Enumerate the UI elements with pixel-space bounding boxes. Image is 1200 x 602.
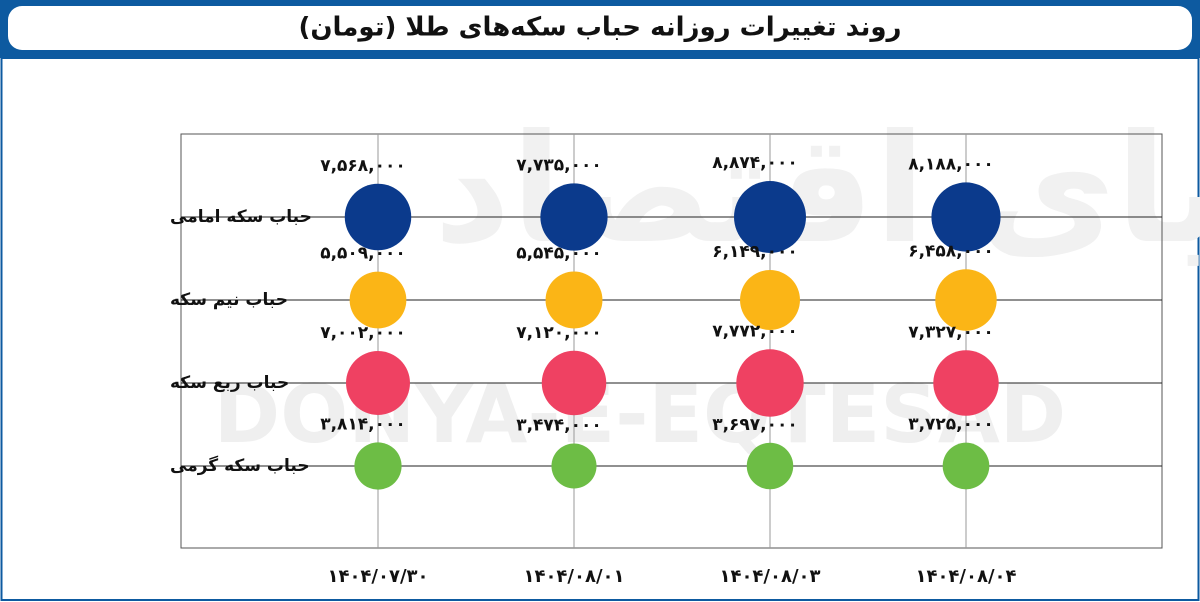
bubble	[344, 183, 412, 251]
frame	[0, 57, 1200, 601]
plot-frame	[180, 133, 1163, 549]
title-box	[8, 6, 1192, 50]
bubble	[931, 182, 1001, 252]
row-label: حباب سکه گرمی	[170, 455, 310, 476]
value-label: ۷,۷۷۲,۰۰۰	[712, 321, 798, 341]
bubble	[551, 443, 597, 489]
x-tick-label: ۱۴۰۴/۰۸/۰۴	[915, 566, 1016, 587]
bubble	[740, 270, 800, 330]
value-label: ۶,۴۵۸,۰۰۰	[908, 241, 994, 261]
value-label: ۷,۵۶۸,۰۰۰	[320, 156, 406, 176]
bubble	[935, 269, 997, 331]
value-label: ۸,۸۷۴,۰۰۰	[712, 153, 798, 173]
value-label: ۷,۳۲۷,۰۰۰	[908, 322, 994, 342]
value-label: ۶,۱۴۹,۰۰۰	[712, 242, 798, 262]
bubble	[736, 349, 804, 417]
value-label: ۳,۸۱۴,۰۰۰	[320, 414, 406, 434]
value-label: ۳,۶۹۷,۰۰۰	[712, 415, 798, 435]
bubble	[734, 181, 806, 253]
value-label: ۸,۱۸۸,۰۰۰	[908, 154, 994, 174]
row-label: حباب سکه امامی	[170, 207, 312, 227]
value-label: ۳,۴۷۴,۰۰۰	[516, 415, 602, 435]
x-tick-label: ۱۴۰۴/۰۸/۰۳	[719, 566, 820, 587]
bubble	[346, 351, 410, 415]
x-tick-label: ۱۴۰۴/۰۷/۳۰	[327, 566, 428, 587]
bubble	[746, 442, 794, 490]
value-label: ۷,۱۲۰,۰۰۰	[516, 323, 602, 343]
bubble	[354, 442, 402, 490]
bubble	[541, 350, 607, 416]
bubble	[349, 271, 407, 329]
bubble	[933, 350, 999, 416]
value-label: ۷,۷۳۵,۰۰۰	[516, 155, 602, 175]
value-label: ۷,۰۰۲,۰۰۰	[320, 323, 406, 343]
value-label: ۵,۵۴۵,۰۰۰	[516, 244, 602, 264]
x-tick-label: ۱۴۰۴/۰۸/۰۱	[523, 566, 624, 587]
value-label: ۵,۵۰۹,۰۰۰	[320, 244, 406, 264]
chart-title: روند تغییرات روزانه حباب سکه‌های طلا (تو…	[298, 13, 901, 43]
bubble	[942, 442, 990, 490]
row-label: حباب ربع سکه	[170, 373, 289, 393]
value-label: ۳,۷۲۵,۰۰۰	[908, 415, 994, 435]
bubble	[545, 271, 603, 329]
row-label: حباب نیم سکه	[170, 290, 288, 310]
bubble	[540, 183, 608, 251]
